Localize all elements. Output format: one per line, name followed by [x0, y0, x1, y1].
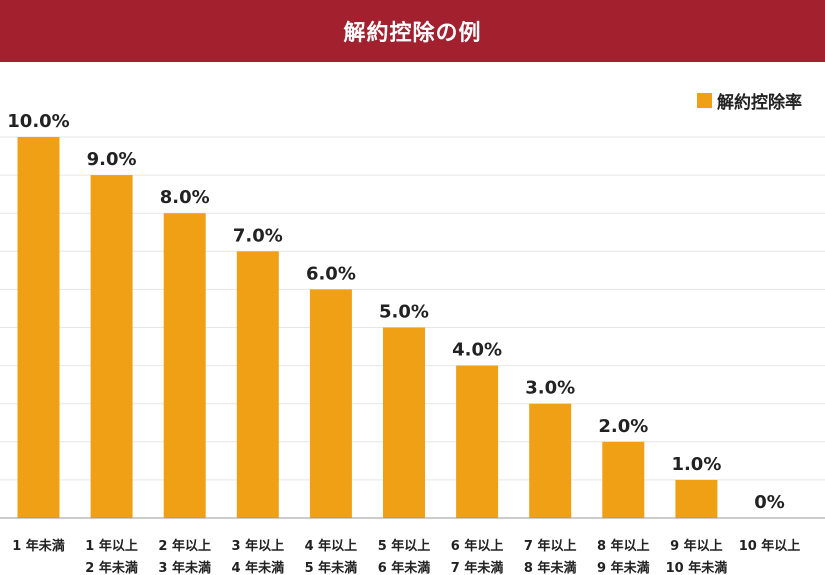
x-tick-label: 7 年未満	[451, 560, 504, 575]
bar	[236, 251, 279, 519]
x-tick-label: 6 年未満	[378, 560, 431, 575]
data-label: 1.0%	[671, 454, 721, 475]
x-tick-label: 3 年未満	[158, 560, 211, 575]
data-label: 0%	[754, 492, 785, 513]
bar	[17, 137, 60, 518]
x-tick-label: 8 年以上	[597, 538, 650, 554]
bar	[90, 175, 133, 518]
x-tick-label: 10 年以上	[739, 538, 801, 554]
chart-title: 解約控除の例	[343, 21, 482, 46]
data-label: 5.0%	[379, 302, 429, 323]
x-tick-label: 5 年以上	[378, 538, 431, 554]
data-label: 2.0%	[598, 416, 648, 437]
bar	[383, 327, 425, 518]
x-tick-label: 9 年未満	[597, 560, 650, 575]
x-tick-label: 1 年未満	[12, 538, 65, 554]
data-label: 6.0%	[306, 263, 356, 284]
data-label: 10.0%	[7, 111, 69, 132]
x-tick-label: 1 年以上	[85, 538, 138, 554]
x-tick-label: 8 年未満	[524, 560, 577, 575]
x-tick-label: 5 年未満	[305, 560, 358, 575]
x-tick-label: 10 年未満	[666, 560, 728, 575]
bar	[163, 213, 206, 518]
data-label: 9.0%	[87, 149, 137, 170]
x-tick-label: 4 年未満	[232, 560, 285, 575]
data-label: 8.0%	[160, 187, 210, 208]
x-tick-label: 2 年未満	[85, 560, 138, 575]
bar	[675, 479, 718, 518]
x-tick-label: 6 年以上	[451, 538, 504, 554]
x-tick-label: 3 年以上	[232, 538, 285, 554]
bar	[602, 441, 645, 518]
data-label: 4.0%	[452, 340, 502, 361]
legend-label: 解約控除率	[717, 92, 802, 113]
bar	[456, 365, 499, 518]
legend-swatch	[697, 92, 712, 108]
x-tick-label: 7 年以上	[524, 538, 577, 554]
x-tick-label: 9 年以上	[670, 538, 723, 554]
data-label: 7.0%	[233, 225, 283, 246]
x-tick-label: 2 年以上	[158, 538, 211, 554]
bar	[529, 403, 572, 518]
bar	[309, 289, 352, 518]
chart-title-banner: 解約控除の例	[0, 0, 825, 62]
legend: 解約控除率	[697, 89, 802, 113]
data-label: 3.0%	[525, 378, 575, 399]
x-tick-label: 4 年以上	[305, 538, 358, 554]
